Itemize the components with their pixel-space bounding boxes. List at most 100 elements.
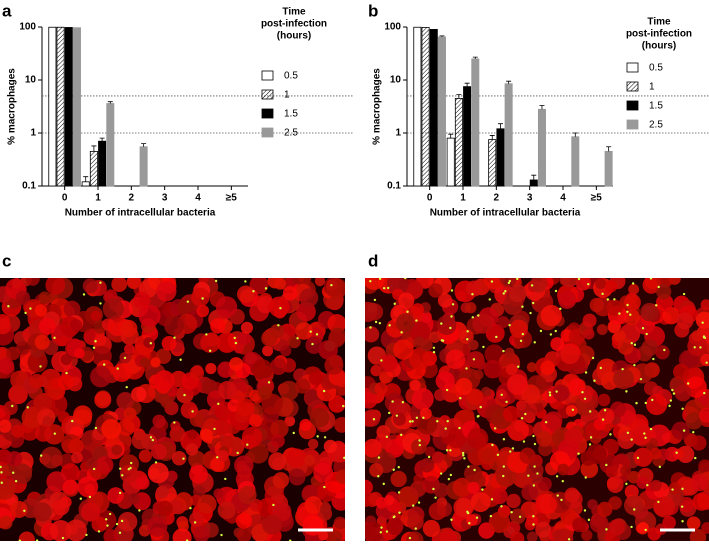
cell — [335, 469, 345, 484]
bacterium — [92, 346, 96, 349]
cell — [197, 494, 217, 514]
cell — [398, 292, 415, 309]
cell — [333, 516, 345, 530]
bacterium — [450, 518, 453, 521]
cell — [587, 499, 598, 510]
cell — [117, 511, 138, 532]
cell — [171, 450, 187, 466]
cell — [304, 454, 316, 466]
bacterium — [693, 346, 696, 349]
bacterium — [380, 359, 383, 362]
cell — [431, 451, 444, 464]
x-tick-label: 1 — [95, 193, 101, 204]
cell — [695, 311, 709, 329]
bacterium — [422, 416, 425, 419]
cell — [589, 514, 609, 533]
cell — [540, 304, 562, 327]
x-tick-label: 4 — [195, 193, 201, 204]
bacterium — [516, 278, 519, 281]
bacterium — [533, 442, 537, 446]
bacterium — [467, 465, 470, 468]
cell — [687, 336, 708, 357]
cell — [472, 313, 493, 334]
cell — [531, 471, 543, 484]
cell — [633, 447, 653, 467]
bacterium — [120, 519, 124, 523]
error-bar — [448, 133, 454, 139]
bacterium — [0, 471, 3, 474]
cell — [376, 425, 391, 440]
bacterium — [330, 283, 333, 287]
cell — [524, 519, 536, 531]
x-tick-label: ≥5 — [591, 193, 602, 204]
bacterium — [208, 349, 212, 353]
bacterium — [613, 298, 616, 301]
bacterium — [532, 301, 535, 305]
bacterium — [633, 343, 637, 346]
cell — [698, 459, 709, 474]
bacterium — [408, 536, 412, 540]
bar — [454, 97, 463, 187]
bacterium — [468, 522, 471, 525]
cell — [248, 442, 269, 464]
bacterium — [482, 345, 485, 349]
bacterium — [439, 472, 443, 475]
x-tick-label: 3 — [527, 193, 533, 204]
legend-swatch — [626, 62, 639, 73]
bacterium — [533, 465, 536, 468]
cell — [674, 384, 692, 402]
bacterium — [234, 341, 238, 345]
cell — [205, 362, 217, 375]
cell — [464, 352, 479, 367]
bacterium — [692, 430, 695, 434]
cell — [424, 446, 436, 457]
cell — [91, 516, 108, 533]
bacterium — [651, 398, 654, 402]
cell — [37, 408, 56, 427]
cell — [589, 297, 604, 313]
bacterium — [29, 307, 32, 310]
x-tick-label: 0 — [427, 193, 433, 204]
cell — [317, 530, 329, 541]
cell — [557, 463, 570, 476]
bacterium — [577, 278, 581, 281]
cell — [464, 464, 483, 483]
cell — [701, 522, 709, 534]
cell — [564, 487, 580, 503]
cell — [481, 448, 496, 463]
bacterium — [224, 477, 227, 481]
bar — [488, 139, 497, 187]
cell — [436, 315, 457, 336]
bacterium — [500, 505, 503, 508]
bacterium — [398, 511, 401, 514]
cell — [8, 384, 28, 405]
bacterium — [658, 465, 662, 469]
cell — [419, 407, 432, 420]
cell — [124, 343, 135, 355]
bacterium — [629, 313, 632, 316]
bacterium — [193, 521, 197, 524]
bacterium — [173, 336, 176, 339]
cell — [365, 521, 384, 541]
cell — [519, 447, 536, 464]
bacterium — [82, 293, 86, 296]
bacterium — [119, 467, 122, 470]
cell — [538, 495, 557, 515]
x-tick-label: 2 — [129, 193, 135, 204]
bacterium — [639, 377, 643, 381]
cell — [116, 391, 135, 410]
cell — [700, 299, 709, 311]
bacterium — [671, 388, 674, 392]
cell — [29, 373, 45, 389]
bacterium — [323, 485, 326, 489]
bacterium — [432, 350, 436, 354]
cell — [507, 419, 530, 442]
bacterium — [99, 302, 102, 305]
cell — [38, 291, 51, 304]
cell — [606, 299, 623, 316]
cell — [217, 501, 236, 520]
bacterium — [418, 443, 422, 447]
cell — [445, 427, 467, 449]
cell — [369, 463, 384, 478]
